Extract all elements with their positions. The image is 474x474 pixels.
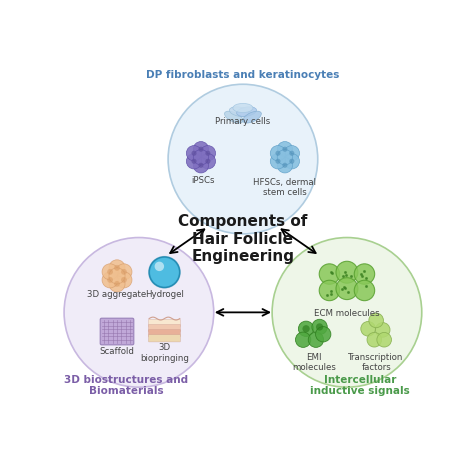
Circle shape — [270, 146, 286, 161]
FancyBboxPatch shape — [148, 329, 181, 337]
Text: DP fibroblasts and keratinocytes: DP fibroblasts and keratinocytes — [146, 70, 339, 80]
Text: iPSCs: iPSCs — [191, 176, 215, 185]
Circle shape — [308, 332, 324, 347]
Circle shape — [186, 146, 201, 161]
FancyBboxPatch shape — [100, 318, 134, 345]
Circle shape — [102, 272, 118, 288]
Text: Transcription
factors: Transcription factors — [348, 353, 404, 372]
Circle shape — [193, 142, 209, 157]
Circle shape — [354, 264, 374, 284]
Circle shape — [121, 277, 127, 283]
Circle shape — [367, 332, 382, 347]
Circle shape — [168, 84, 318, 234]
Text: Primary cells: Primary cells — [215, 117, 271, 126]
Circle shape — [149, 257, 180, 288]
Circle shape — [200, 154, 216, 169]
Circle shape — [191, 151, 197, 156]
Circle shape — [205, 159, 210, 164]
Text: 3D biostructures and
Biomaterials: 3D biostructures and Biomaterials — [64, 375, 188, 396]
Circle shape — [199, 163, 203, 168]
Circle shape — [277, 150, 292, 165]
Circle shape — [155, 262, 164, 271]
Circle shape — [114, 281, 120, 287]
Circle shape — [275, 151, 281, 156]
Circle shape — [191, 159, 197, 164]
FancyBboxPatch shape — [148, 335, 181, 342]
Circle shape — [277, 158, 292, 173]
Circle shape — [200, 146, 216, 161]
Text: ECM molecules: ECM molecules — [314, 309, 380, 318]
Ellipse shape — [233, 103, 253, 112]
FancyBboxPatch shape — [148, 319, 181, 327]
Circle shape — [302, 325, 310, 332]
Circle shape — [369, 313, 383, 328]
Circle shape — [109, 268, 125, 284]
Circle shape — [199, 146, 203, 152]
Text: Intercellular
inductive signals: Intercellular inductive signals — [310, 375, 410, 396]
Circle shape — [102, 264, 118, 280]
Ellipse shape — [243, 111, 261, 123]
Circle shape — [107, 277, 113, 283]
Circle shape — [277, 142, 292, 157]
FancyBboxPatch shape — [148, 324, 181, 332]
Circle shape — [283, 163, 287, 168]
Circle shape — [361, 321, 375, 336]
Ellipse shape — [237, 107, 256, 117]
Text: 3D aggregate: 3D aggregate — [87, 291, 146, 300]
Circle shape — [319, 280, 340, 301]
Circle shape — [121, 269, 127, 275]
Circle shape — [316, 323, 323, 331]
Circle shape — [107, 269, 113, 275]
Circle shape — [295, 332, 311, 347]
Circle shape — [116, 264, 132, 280]
Circle shape — [109, 276, 125, 292]
Circle shape — [270, 154, 286, 169]
Circle shape — [193, 158, 209, 173]
Circle shape — [377, 332, 392, 347]
Text: EMI
molecules: EMI molecules — [292, 353, 336, 372]
Text: Scaffold: Scaffold — [100, 347, 135, 356]
Text: 3D
biopringing: 3D biopringing — [140, 343, 189, 363]
Circle shape — [289, 159, 294, 164]
Circle shape — [114, 265, 120, 271]
Text: Components of
Hair Follicle
Engineering: Components of Hair Follicle Engineering — [178, 214, 308, 264]
Ellipse shape — [229, 107, 249, 117]
Circle shape — [299, 321, 314, 337]
Ellipse shape — [225, 111, 243, 123]
Circle shape — [375, 323, 390, 337]
Circle shape — [354, 280, 374, 301]
Circle shape — [312, 319, 327, 335]
Circle shape — [319, 264, 340, 284]
Circle shape — [283, 146, 287, 152]
Circle shape — [289, 151, 294, 156]
Circle shape — [109, 260, 125, 276]
Text: Hydrogel: Hydrogel — [145, 291, 184, 300]
Circle shape — [284, 146, 300, 161]
Circle shape — [336, 261, 358, 283]
Circle shape — [275, 159, 281, 164]
Circle shape — [193, 150, 209, 165]
Circle shape — [64, 237, 214, 387]
Circle shape — [272, 237, 422, 387]
Circle shape — [205, 151, 210, 156]
Circle shape — [336, 278, 358, 300]
Circle shape — [186, 154, 201, 169]
Text: HFSCs, dermal
stem cells: HFSCs, dermal stem cells — [254, 178, 317, 198]
Circle shape — [316, 327, 331, 342]
Circle shape — [116, 272, 132, 288]
Circle shape — [284, 154, 300, 169]
